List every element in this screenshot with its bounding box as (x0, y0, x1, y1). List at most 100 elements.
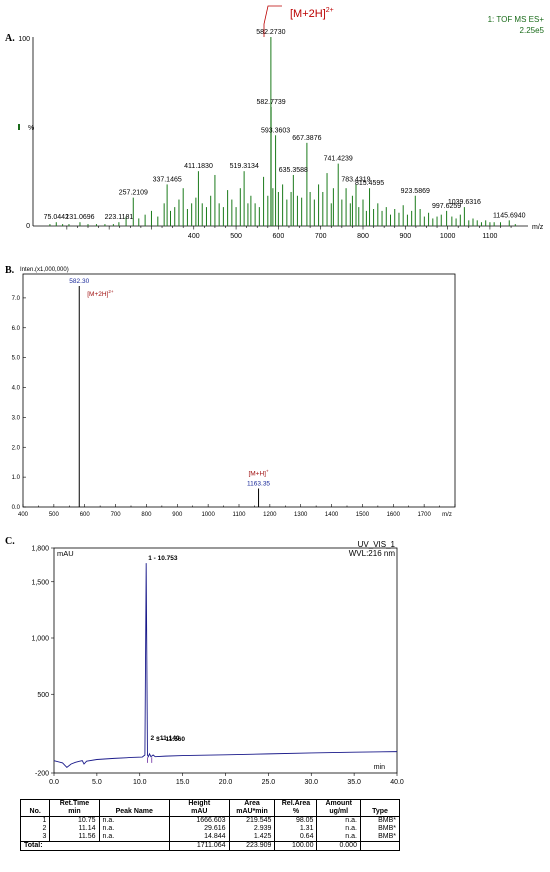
col-rel-area: Rel.Area% (274, 799, 318, 817)
chart-a-ylabel-text: % (28, 125, 34, 132)
chart-c-x-tick-label: 20.0 (219, 779, 233, 785)
chart-c-x-tick-label: 35.0 (347, 779, 361, 785)
cell-amount: n.a. (316, 833, 361, 842)
panel-b-label: B. (5, 265, 15, 276)
table-row: 2 11.14 n.a. 29.616 2.939 1.31 n.a. BMB* (20, 825, 401, 833)
chart-a-header-instrument: 1: TOF MS ES+ (488, 15, 545, 24)
chart-b-x-tick-label: 1400 (325, 512, 339, 517)
cell-rel: 98.05 (274, 816, 318, 825)
table-row: 1 10.75 n.a. 1666.603 219.545 98.05 n.a.… (20, 816, 401, 825)
chart-b-x-tick-label: 1600 (387, 512, 401, 517)
chart-b-x-tick-label: 1000 (201, 512, 215, 517)
chart-a-peak-label: 997.6259 (432, 203, 461, 210)
chart-c-peak-label: 2 - 11.140 (151, 735, 180, 742)
chart-b-x-tick-label: 600 (80, 512, 91, 517)
cell-area: 1.425 (229, 833, 276, 842)
chart-a-peak-label: 337.1465 (153, 176, 182, 183)
cell-type: BMB* (360, 816, 401, 825)
chart-a-peak-label: 1039.6316 (448, 199, 481, 206)
cell-no: 2 (20, 825, 51, 833)
chart-a-x-tick-label: 600 (273, 233, 285, 240)
cell-peak: n.a. (99, 825, 170, 833)
chart-c-chromatogram: UV_VIS_1 WVL:216 nm mAU min 1,800 1,500 1,… (31, 540, 404, 785)
chart-a-peak-label: 815.4595 (355, 180, 384, 187)
chart-c-y-tick-label: 1,800 (31, 546, 49, 553)
chart-a-peak-label: 582.7739 (256, 99, 285, 106)
chart-b-peak-annotation: [M+H]+ (248, 468, 269, 477)
chart-a-y-tick-label: 0 (26, 223, 30, 230)
cell-peak: n.a. (99, 833, 170, 842)
chart-c-trace-line (53, 563, 398, 768)
chart-c-x-tick-label: 5.0 (92, 779, 102, 785)
chart-a-peak-label: 75.0442 (44, 214, 69, 221)
chart-a-x-tick-label: 800 (357, 233, 369, 240)
cell-rel: 1.31 (274, 825, 318, 833)
chart-a-peak-label: 519.3134 (230, 163, 259, 170)
chart-b-y-tick-label: 2.0 (12, 445, 21, 451)
cell-peak: n.a. (99, 816, 170, 825)
chart-b-x-tick-label: 1700 (417, 512, 431, 517)
chart-b-x-tick-label: 1200 (263, 512, 277, 517)
cell-ret: 11.56 (49, 833, 100, 842)
chart-a-peak-label: 582.2730 (256, 29, 285, 36)
chart-a-annotation-label: [M+2H]2+ (290, 7, 334, 20)
cell-area: 2.939 (229, 825, 276, 833)
chart-a-x-tick-label: 500 (230, 233, 242, 240)
chart-a-x-tick-label: 400 (188, 233, 200, 240)
panel-a-label: A. (5, 33, 15, 44)
cell-type: BMB* (360, 825, 401, 833)
chart-c-y-tick-label: 500 (37, 692, 49, 699)
col-area-label: Area (244, 800, 260, 807)
chart-b-xlabel: m/z (442, 512, 452, 517)
col-amount: Amount ug/ml (316, 799, 361, 817)
chart-c-y-tick-label: 1,000 (31, 636, 49, 643)
chart-a-peak-label: 923.5869 (401, 188, 430, 195)
col-area: Area mAU*min (229, 799, 276, 817)
cell-no: 3 (20, 833, 51, 842)
cell-total-rel: 100.00 (274, 841, 318, 851)
chart-b-y-tick-label: 1.0 (12, 475, 21, 481)
chart-b-spectrum: Inten.(x1,000,000) 0.0 1.0 2.0 3.0 4.0 5.0 6.0… (12, 267, 456, 517)
chart-a-peak-label: 783.4319 (341, 176, 370, 183)
chart-c-x-tick-label: 40.0 (390, 779, 404, 785)
chart-a-annotation: [M+2H]2+ (263, 5, 334, 37)
cell-total-area: 223.909 (229, 841, 276, 851)
chart-b-peak-mz-label: 1163.35 (247, 480, 270, 487)
chart-c-x-tick-label: 0.0 (49, 779, 59, 785)
chart-b-x-tick-label: 800 (141, 512, 152, 517)
chart-c-x-tick-label: 25.0 (262, 779, 276, 785)
col-type: Type (360, 799, 401, 817)
cell-no: 1 (20, 816, 51, 825)
chart-a-x-tick-label: 1100 (482, 233, 497, 240)
chart-b-peak-mz-label: 582.30 (69, 278, 89, 285)
chart-a-xlabel: m/z (532, 224, 544, 231)
chart-b-x-tick-label: 1100 (233, 512, 247, 517)
col-area-unit: mAU*min (236, 808, 268, 815)
chart-c-y-tick-label: 1,500 (31, 579, 49, 586)
chart-c-x-tick-label: 15.0 (176, 779, 190, 785)
chart-c-y-tick-label: -200 (35, 771, 49, 778)
chart-c-xlabel: min (374, 764, 385, 771)
chart-b-y-tick-label: 0.0 (12, 505, 21, 511)
cell-ret: 11.14 (49, 825, 100, 833)
col-rel-unit: % (292, 808, 300, 815)
chart-c-peak-label: 3 - 11.560 (156, 736, 185, 743)
chart-a-x-tick-label: 700 (315, 233, 327, 240)
chart-b-y-tick-label: 7.0 (12, 296, 21, 302)
results-table: No. Ret.Time min Peak Name Height mAU Area… (20, 799, 401, 851)
cell-type: BMB* (360, 833, 401, 842)
chart-b-x-tick-label: 500 (49, 512, 60, 517)
col-no: No. (20, 799, 51, 817)
chart-c-header-channel: UV_VIS_1 (358, 540, 396, 549)
chart-b-y-axis-title: Inten.(x1,000,000) (20, 267, 69, 273)
chart-a-y-tick-label: 100 (18, 36, 30, 43)
chart-c-header-wavelength: WVL:216 nm (349, 549, 396, 558)
cell-ret: 10.75 (49, 816, 100, 825)
chart-a-peak-label: 411.1830 (184, 163, 213, 170)
cell-height: 1666.603 (169, 816, 230, 825)
chart-b-x-tick-label: 1500 (356, 512, 370, 517)
panel-c-label: C. (5, 536, 15, 547)
chart-b-y-tick-label: 5.0 (12, 356, 21, 362)
chart-b-y-tick-label: 6.0 (12, 326, 21, 332)
chart-a-x-tick-label: 1000 (440, 233, 456, 240)
